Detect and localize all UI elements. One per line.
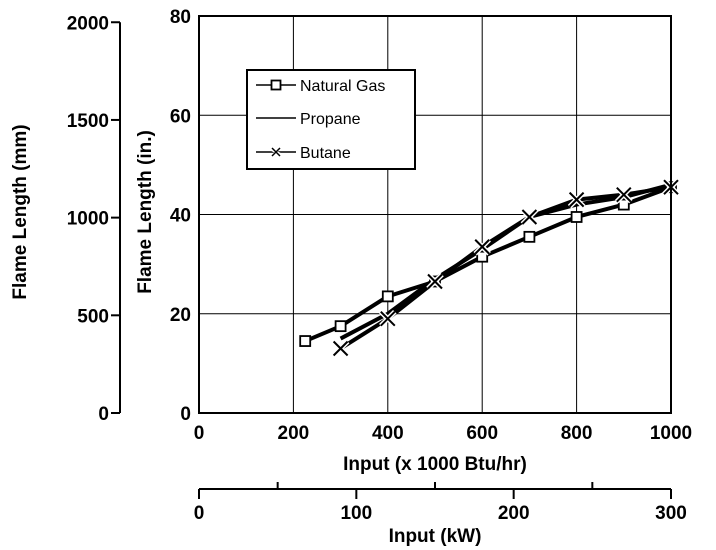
data-point-x [520, 208, 539, 226]
mm-tick-label: 500 [77, 306, 109, 327]
data-point-square [299, 335, 312, 347]
mm-tick-label: 0 [98, 404, 109, 425]
data-point-x [331, 339, 350, 358]
legend: Natural Gas Propane Butane [246, 69, 416, 170]
kw-tick-label: 300 [655, 503, 687, 524]
y-tick-label: 0 [180, 404, 191, 425]
x-tick-label: 1000 [650, 423, 692, 444]
data-point-square [523, 230, 536, 243]
series-line-butane [339, 185, 672, 351]
kw-tick-label: 100 [340, 503, 372, 524]
mm-axis-title: Flame Length (mm) [10, 124, 31, 299]
data-point-square [381, 290, 394, 303]
data-point-square [570, 211, 583, 223]
data-point-square [270, 79, 282, 91]
y-tick-label: 20 [170, 305, 191, 326]
kw-axis: 0 100 200 300 [194, 482, 687, 524]
series-line-natural-gas [304, 185, 672, 343]
kw-tick-label: 200 [498, 503, 530, 524]
data-point-square [334, 320, 347, 333]
data-point-square [476, 250, 489, 263]
x-tick-label: 0 [194, 423, 205, 444]
legend-label: Propane [300, 111, 361, 128]
data-point-x [473, 237, 491, 256]
data-point-square [617, 198, 630, 211]
legend-item: Propane [256, 111, 361, 128]
x-tick-label: 800 [561, 423, 593, 444]
mm-axis: 0 500 1000 1500 2000 [67, 13, 121, 425]
y-tick-label: 80 [170, 7, 191, 28]
plot-frame [198, 15, 672, 414]
y-tick-label: 40 [170, 206, 191, 227]
data-point-x [426, 272, 444, 291]
legend-item: Natural Gas [256, 78, 385, 95]
legend-label: Natural Gas [300, 78, 385, 95]
series-layer [299, 178, 680, 358]
x-tick-label: 200 [278, 423, 310, 444]
kw-axis-title: Input (kW) [389, 526, 482, 547]
plot-border [198, 15, 672, 414]
x-axis-title: Input (x 1000 Btu/hr) [343, 454, 527, 475]
x-tick-label: 600 [466, 423, 498, 444]
data-point-x [567, 190, 586, 209]
kw-tick-label: 0 [194, 503, 205, 524]
legend-label: Butane [300, 145, 351, 162]
y-tick-label: 60 [170, 106, 191, 127]
mm-tick-label: 1500 [67, 111, 109, 132]
x-tick-label: 400 [372, 423, 404, 444]
y-axis-ticks: 0 20 40 60 80 [170, 7, 191, 425]
legend-x-marker [268, 146, 284, 158]
legend-item: Butane [256, 145, 351, 162]
x-axis-ticks: 0 200 400 600 800 1000 [194, 423, 692, 444]
mm-tick-label: 1000 [67, 209, 109, 230]
data-point-x [615, 185, 633, 204]
data-point-x [379, 309, 397, 328]
y-axis-title: Flame Length (in.) [135, 130, 156, 294]
mm-tick-label: 2000 [67, 13, 109, 34]
